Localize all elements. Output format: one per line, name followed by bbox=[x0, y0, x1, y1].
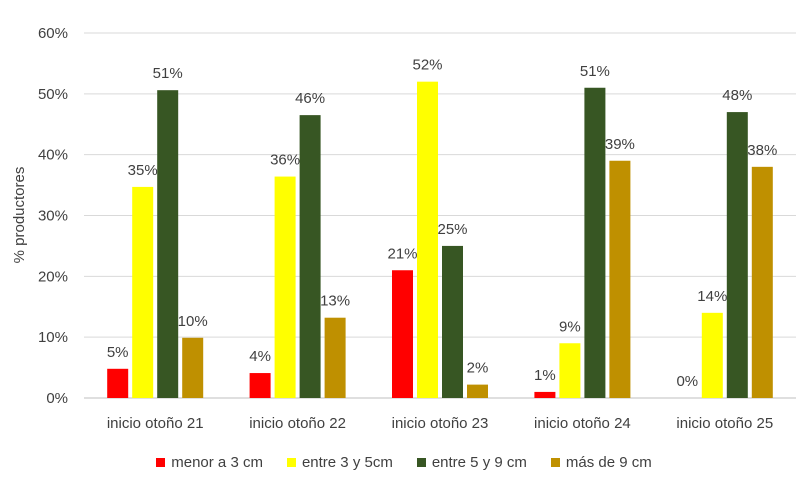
bar bbox=[157, 90, 179, 398]
y-tick-label: 30% bbox=[38, 208, 68, 225]
data-label: 2% bbox=[467, 360, 489, 377]
data-label: 51% bbox=[580, 63, 610, 80]
y-tick-label: 20% bbox=[38, 268, 68, 285]
legend-item: entre 5 y 9 cm bbox=[416, 453, 527, 471]
data-label: 14% bbox=[697, 288, 727, 305]
data-label: 48% bbox=[722, 87, 752, 104]
y-axis-ticks: 0% 10% 20% 30% 40% 50% 60% bbox=[38, 25, 68, 407]
legend-swatch bbox=[156, 457, 166, 467]
x-axis-ticks: inicio otoño 21 inicio otoño 22 inicio oto… bbox=[107, 415, 773, 432]
data-label: 38% bbox=[747, 142, 777, 159]
bar bbox=[107, 368, 129, 398]
legend-swatch bbox=[286, 457, 296, 467]
bar bbox=[417, 81, 438, 399]
bar bbox=[274, 176, 296, 398]
data-labels: 5% 35% 51% 10% 4% 36% 46% 13% 21% 52% 25% 2% 1% 9% 51%… bbox=[107, 57, 777, 390]
y-tick-label: 60% bbox=[38, 25, 68, 42]
bar bbox=[726, 112, 748, 398]
data-label: 25% bbox=[437, 221, 467, 238]
bar bbox=[132, 186, 154, 398]
legend-label: menor a 3 cm bbox=[171, 453, 263, 471]
legend-label: entre 5 y 9 cm bbox=[431, 453, 527, 471]
bar-chart: 0% 10% 20% 30% 40% 50% 60% 5% 35% 51% 10% 4% 36% 46%… bbox=[11, 25, 796, 432]
data-label: 36% bbox=[270, 152, 300, 169]
legend-swatch bbox=[416, 457, 426, 467]
x-tick-label: inicio otoño 22 bbox=[249, 415, 346, 432]
y-tick-label: 0% bbox=[46, 390, 68, 407]
legend-item: menor a 3 cm bbox=[156, 454, 263, 471]
data-label: 13% bbox=[320, 293, 350, 310]
bar bbox=[534, 391, 556, 398]
bar bbox=[442, 245, 463, 398]
data-label: 51% bbox=[153, 65, 183, 82]
legend-label: entre 3 y 5cm bbox=[301, 453, 393, 471]
bar bbox=[324, 317, 346, 398]
x-tick-label: inicio otoño 23 bbox=[392, 415, 489, 432]
data-label: 10% bbox=[178, 313, 208, 330]
bar bbox=[392, 270, 413, 398]
y-tick-label: 50% bbox=[38, 86, 68, 103]
data-label: 21% bbox=[387, 245, 417, 262]
bar bbox=[584, 87, 606, 398]
data-label: 9% bbox=[559, 318, 581, 335]
data-label: 1% bbox=[534, 367, 556, 384]
x-tick-label: inicio otoño 25 bbox=[676, 415, 773, 432]
data-label: 35% bbox=[128, 162, 158, 179]
y-tick-label: 40% bbox=[38, 147, 68, 164]
data-label: 0% bbox=[676, 373, 698, 390]
gridlines bbox=[84, 32, 796, 399]
data-label: 4% bbox=[249, 348, 271, 365]
bar bbox=[701, 312, 723, 398]
data-label: 39% bbox=[605, 136, 635, 153]
bar bbox=[609, 160, 631, 398]
x-tick-label: inicio otoño 21 bbox=[107, 415, 204, 432]
bar bbox=[751, 166, 773, 398]
bars bbox=[107, 81, 773, 399]
legend: menor a 3 cm entre 3 y 5cm entre 5 y 9 cm m… bbox=[0, 451, 808, 473]
bar bbox=[559, 343, 581, 398]
bar bbox=[467, 384, 488, 398]
legend-swatch bbox=[550, 457, 560, 467]
bar bbox=[249, 373, 271, 398]
legend-item: entre 3 y 5cm bbox=[286, 453, 393, 471]
data-label: 46% bbox=[295, 90, 325, 107]
legend-item: más de 9 cm bbox=[550, 453, 652, 471]
x-tick-label: inicio otoño 24 bbox=[534, 415, 631, 432]
bar bbox=[299, 115, 321, 398]
y-tick-label: 10% bbox=[38, 329, 68, 346]
legend-label: más de 9 cm bbox=[565, 453, 652, 471]
y-axis-label: % productores bbox=[11, 167, 28, 264]
bar bbox=[182, 337, 204, 398]
data-label: 5% bbox=[107, 344, 129, 361]
data-label: 52% bbox=[412, 57, 442, 74]
